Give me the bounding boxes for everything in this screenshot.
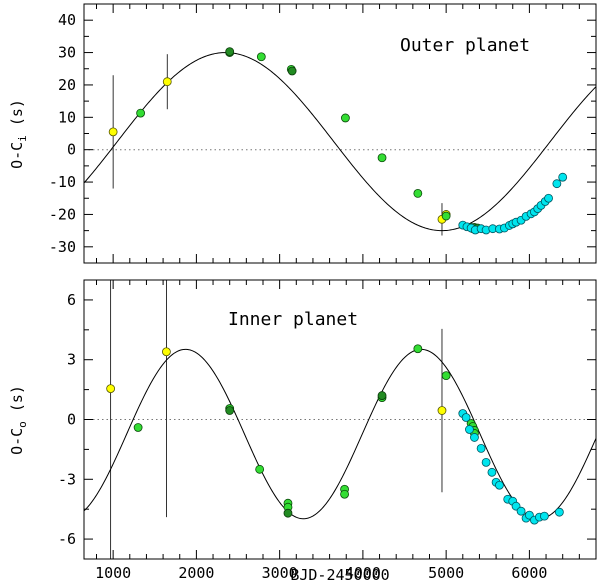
outer-data-point-yellow <box>162 77 172 87</box>
inner-data-point-green <box>340 489 349 499</box>
inner-x-tick-label: 6000 <box>511 564 547 582</box>
outer-y-tick-label: -30 <box>49 238 76 256</box>
x-axis-label: BJD-2450000 <box>290 566 389 584</box>
inner-data-point-cyan <box>470 433 479 442</box>
outer-data-point-green <box>341 113 350 123</box>
inner-data-point-darkgreen <box>225 406 235 415</box>
outer-y-axis-label: O-Ci (s) <box>8 99 29 169</box>
outer-panel-marks: -30 -20 -10 0 10 20 30 40 <box>49 3 597 264</box>
outer-data-point-cyan <box>558 172 568 182</box>
outer-data-point-darkgreen <box>225 47 235 56</box>
inner-panel-title: Inner planet <box>228 309 358 330</box>
outer-y-tick-label: 20 <box>58 76 76 94</box>
inner-y-tick-label: 3 <box>67 351 76 369</box>
inner-x-tick-label: 4000 <box>345 564 381 582</box>
inner-data-point-cyan <box>495 480 504 490</box>
outer-y-tick-label: 30 <box>58 44 76 62</box>
outer-data-point-darkgreen <box>287 66 297 76</box>
inner-y-tick-label: -6 <box>58 530 76 548</box>
outer-data-point-cyan <box>552 179 562 189</box>
outer-y-tick-label: -10 <box>49 173 76 191</box>
svg-text:O-Ci (s): O-Ci (s) <box>8 99 29 169</box>
outer-data-point-green <box>377 153 387 163</box>
inner-y-tick-label: 0 <box>67 411 76 429</box>
outer-y-tick-label: 10 <box>58 108 76 126</box>
inner-y-tick-label: -3 <box>58 470 76 488</box>
outer-y-tick-label: 40 <box>58 11 76 29</box>
inner-data-point-cyan <box>487 467 497 477</box>
inner-data-point-green <box>441 371 451 381</box>
outer-data-point-green <box>441 211 451 221</box>
inner-data-point-cyan <box>481 457 491 467</box>
inner-data-point-green <box>413 344 423 354</box>
inner-data-point-cyan <box>476 443 486 453</box>
inner-x-tick-label: 3000 <box>262 564 298 582</box>
inner-data-point-cyan <box>516 506 526 516</box>
outer-y-tick-label: 0 <box>67 141 76 159</box>
outer-model-curve <box>84 52 596 232</box>
inner-x-tick-label: 1000 <box>95 564 131 582</box>
outer-data-point-yellow <box>108 127 118 137</box>
inner-data-point-cyan <box>554 507 564 517</box>
inner-data-point-yellow <box>106 384 116 394</box>
outer-data-point-green <box>413 188 423 198</box>
inner-data-point-green <box>133 423 143 432</box>
inner-data-point-yellow <box>437 406 447 415</box>
outer-data-point-green <box>136 108 146 118</box>
outer-data-point-green <box>256 52 266 62</box>
outer-y-tick-label: -20 <box>49 205 76 223</box>
inner-x-tick-label: 2000 <box>178 564 214 582</box>
inner-x-tick-label: 5000 <box>428 564 464 582</box>
inner-data-point-cyan <box>539 511 549 521</box>
inner-data-point-darkgreen <box>377 391 387 400</box>
inner-data-point-yellow <box>162 347 171 357</box>
inner-model-curve <box>84 348 596 520</box>
outer-panel-title: Outer planet <box>400 35 530 56</box>
inner-data-point-green <box>255 464 265 474</box>
inner-data-point-cyan <box>465 425 474 434</box>
svg-text:O-Co (s): O-Co (s) <box>8 385 29 455</box>
inner-data-point-darkgreen <box>283 508 293 518</box>
inner-y-tick-label: 6 <box>67 291 76 309</box>
inner-y-axis-label: O-Co (s) <box>8 385 29 455</box>
outer-data-point-cyan <box>544 193 553 203</box>
inner-data-point-cyan <box>461 413 471 422</box>
inner-panel-marks: -6 -3 0 3 6 1000 2000 3000 4000 5000 6000 <box>58 280 597 582</box>
